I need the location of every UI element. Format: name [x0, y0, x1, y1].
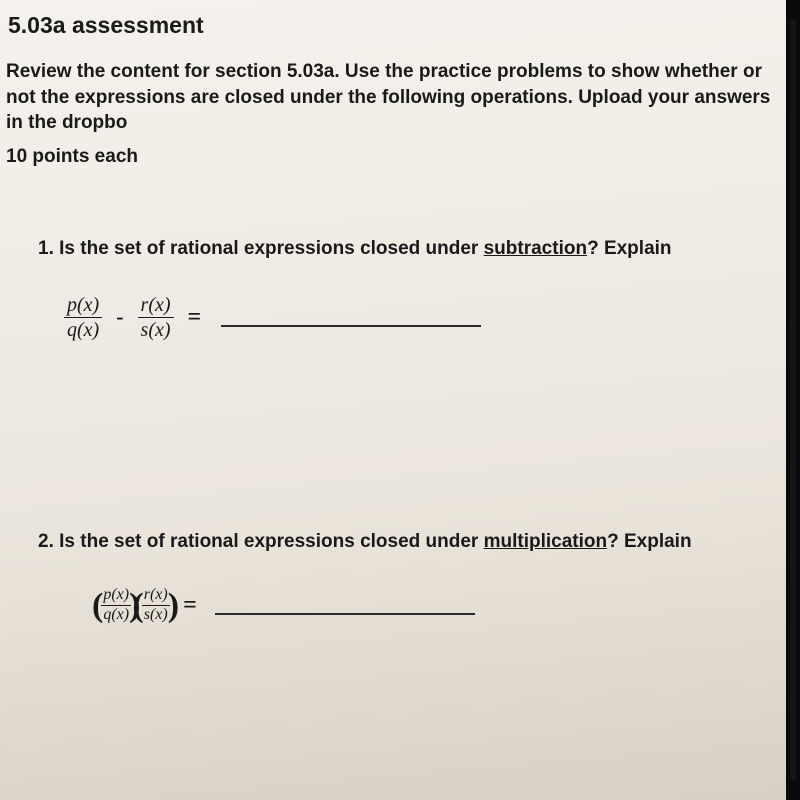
q2-number: 2. — [38, 531, 54, 552]
q2-f2-num: r(x) — [142, 587, 170, 606]
page-title: 5.03a assessment — [6, 12, 786, 39]
q2-answer-blank[interactable] — [215, 595, 475, 615]
q1-f1-den: q(x) — [64, 318, 102, 341]
q1-equation: p(x) q(x) - r(x) s(x) = — [38, 294, 766, 341]
q1-before: Is the set of rational expressions close… — [59, 238, 483, 259]
q2-before: Is the set of rational expressions close… — [59, 531, 483, 552]
worksheet-page: 5.03a assessment Review the content for … — [0, 0, 786, 800]
screen-edge — [786, 0, 800, 800]
q1-f2-den: s(x) — [138, 318, 174, 341]
q2-f1-den: q(x) — [101, 606, 131, 624]
q2-fraction-2: r(x) s(x) — [142, 587, 170, 624]
screen-edge-highlight — [790, 20, 796, 780]
q1-number: 1. — [38, 238, 54, 259]
q1-f1-num: p(x) — [64, 294, 102, 318]
paren-close-2: ) — [168, 592, 179, 619]
equals-sign-2: = — [183, 592, 197, 619]
q2-operation-word: multiplication — [484, 531, 608, 552]
q1-prompt: 1. Is the set of rational expressions cl… — [38, 238, 766, 260]
question-1: 1. Is the set of rational expressions cl… — [6, 238, 786, 341]
equals-sign: = — [188, 304, 202, 331]
q1-answer-blank[interactable] — [221, 307, 481, 327]
q2-f2-den: s(x) — [142, 606, 170, 624]
q1-fraction-1: p(x) q(x) — [64, 294, 102, 341]
q1-operation-word: subtraction — [484, 238, 587, 259]
q1-f2-num: r(x) — [138, 294, 174, 318]
question-2: 2. Is the set of rational expressions cl… — [6, 531, 786, 624]
q1-after: ? Explain — [587, 238, 671, 259]
q2-equation: ( p(x) q(x) ) ( r(x) s(x) ) = — [38, 587, 766, 624]
points-text: 10 points each — [6, 146, 786, 168]
spacer — [6, 341, 786, 531]
q2-f1-num: p(x) — [101, 587, 131, 606]
instructions-text: Review the content for section 5.03a. Us… — [6, 59, 786, 136]
q1-fraction-2: r(x) s(x) — [138, 294, 174, 341]
minus-sign: - — [116, 304, 123, 330]
q2-prompt: 2. Is the set of rational expressions cl… — [38, 531, 766, 553]
q2-after: ? Explain — [607, 531, 691, 552]
q2-fraction-1: p(x) q(x) — [101, 587, 131, 624]
